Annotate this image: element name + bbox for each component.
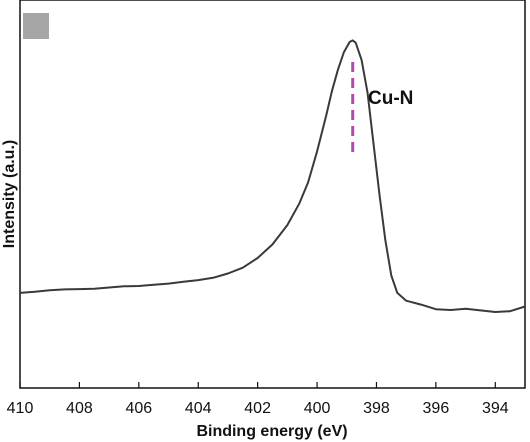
x-tick-label: 410 — [7, 400, 34, 417]
y-axis-title: Intensity (a.u.) — [1, 140, 18, 248]
x-tick-label: 396 — [423, 400, 450, 417]
panel-label-box — [23, 13, 49, 39]
x-axis-ticks — [19, 382, 496, 388]
x-tick-label: 406 — [125, 400, 152, 417]
x-tick-label: 404 — [185, 400, 212, 417]
x-tick-label: 398 — [363, 400, 390, 417]
spectrum-line — [19, 39, 526, 313]
plot-frame — [19, 0, 526, 389]
x-axis-tick-labels: 410 408 406 404 402 400 398 396 394 — [7, 400, 509, 417]
cu-n-label: Cu-N — [368, 88, 413, 109]
x-tick-label: 400 — [304, 400, 331, 417]
x-tick-label: 402 — [244, 400, 271, 417]
x-axis-title: Binding energy (eV) — [196, 423, 347, 440]
x-tick-label: 394 — [482, 400, 509, 417]
x-tick-label: 408 — [66, 400, 93, 417]
